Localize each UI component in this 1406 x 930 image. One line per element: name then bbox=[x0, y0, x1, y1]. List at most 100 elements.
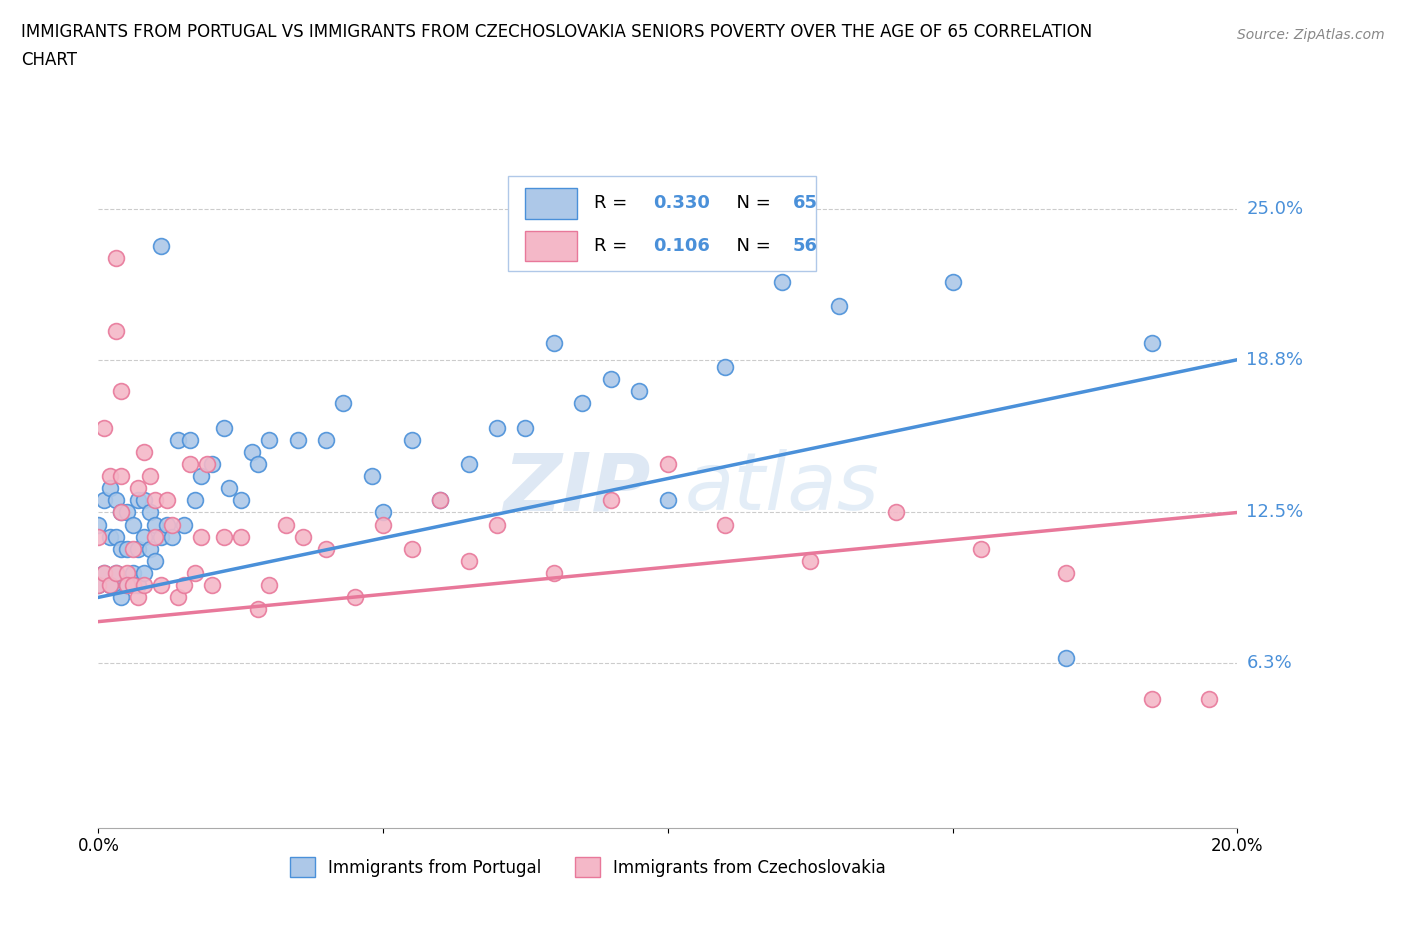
Point bbox=[98, 578, 121, 592]
Point bbox=[156, 517, 179, 532]
Point bbox=[104, 493, 127, 508]
Text: atlas: atlas bbox=[685, 449, 879, 527]
Point bbox=[515, 420, 537, 435]
Point bbox=[145, 553, 167, 568]
Point bbox=[195, 457, 218, 472]
Point bbox=[132, 445, 155, 459]
Point bbox=[150, 238, 173, 253]
Text: 18.8%: 18.8% bbox=[1246, 351, 1303, 368]
Point bbox=[246, 602, 269, 617]
Point bbox=[121, 517, 143, 532]
Point bbox=[156, 493, 179, 508]
Point bbox=[115, 578, 138, 592]
Point bbox=[110, 384, 132, 399]
Point bbox=[315, 541, 337, 556]
Text: 56: 56 bbox=[793, 237, 818, 255]
Point bbox=[259, 578, 281, 592]
Point bbox=[127, 481, 149, 496]
Point bbox=[373, 505, 395, 520]
Point bbox=[190, 469, 212, 484]
Point bbox=[104, 324, 127, 339]
Point bbox=[287, 432, 309, 447]
Point bbox=[115, 565, 138, 580]
Text: ZIP: ZIP bbox=[503, 449, 651, 527]
Point bbox=[179, 432, 201, 447]
Text: Source: ZipAtlas.com: Source: ZipAtlas.com bbox=[1237, 28, 1385, 42]
Point bbox=[543, 336, 565, 351]
Point bbox=[292, 529, 315, 544]
Point bbox=[98, 578, 121, 592]
Point bbox=[201, 578, 224, 592]
Text: IMMIGRANTS FROM PORTUGAL VS IMMIGRANTS FROM CZECHOSLOVAKIA SENIORS POVERTY OVER : IMMIGRANTS FROM PORTUGAL VS IMMIGRANTS F… bbox=[21, 23, 1092, 41]
Point bbox=[373, 517, 395, 532]
Point bbox=[98, 481, 121, 496]
Point bbox=[98, 529, 121, 544]
Point bbox=[127, 590, 149, 604]
Point bbox=[167, 432, 190, 447]
Point bbox=[87, 517, 110, 532]
Text: N =: N = bbox=[725, 237, 776, 255]
Point bbox=[110, 505, 132, 520]
Point bbox=[184, 493, 207, 508]
Text: 12.5%: 12.5% bbox=[1246, 503, 1303, 522]
Point bbox=[87, 578, 110, 592]
Point bbox=[138, 469, 160, 484]
Point bbox=[240, 445, 263, 459]
Point bbox=[87, 578, 110, 592]
Point bbox=[93, 420, 115, 435]
Point bbox=[121, 578, 143, 592]
Point bbox=[127, 578, 149, 592]
Point bbox=[87, 529, 110, 544]
Point bbox=[457, 553, 479, 568]
Point bbox=[132, 565, 155, 580]
Point bbox=[115, 578, 138, 592]
Point bbox=[93, 565, 115, 580]
Point bbox=[127, 493, 149, 508]
Point bbox=[138, 541, 160, 556]
Point bbox=[110, 541, 132, 556]
Point bbox=[212, 420, 235, 435]
Point bbox=[98, 469, 121, 484]
Point bbox=[104, 565, 127, 580]
Point bbox=[259, 432, 281, 447]
Point bbox=[657, 457, 679, 472]
Point bbox=[162, 529, 184, 544]
Point bbox=[401, 541, 423, 556]
Point bbox=[1140, 336, 1163, 351]
Text: 65: 65 bbox=[793, 194, 818, 212]
Point bbox=[132, 493, 155, 508]
Point bbox=[212, 529, 235, 544]
Point bbox=[332, 396, 354, 411]
Point bbox=[201, 457, 224, 472]
Point bbox=[93, 493, 115, 508]
Point bbox=[190, 529, 212, 544]
Point bbox=[110, 469, 132, 484]
Legend: Immigrants from Portugal, Immigrants from Czechoslovakia: Immigrants from Portugal, Immigrants fro… bbox=[284, 850, 893, 883]
Point bbox=[628, 384, 651, 399]
Point bbox=[104, 529, 127, 544]
Point bbox=[121, 565, 143, 580]
Point bbox=[150, 578, 173, 592]
Point bbox=[218, 481, 240, 496]
Point bbox=[110, 590, 132, 604]
Point bbox=[1056, 565, 1078, 580]
Point bbox=[104, 250, 127, 265]
Point bbox=[360, 469, 382, 484]
Point bbox=[884, 505, 907, 520]
Text: 0.330: 0.330 bbox=[652, 194, 710, 212]
Point bbox=[276, 517, 298, 532]
Text: 25.0%: 25.0% bbox=[1246, 201, 1303, 219]
Point bbox=[246, 457, 269, 472]
Point bbox=[184, 565, 207, 580]
Point bbox=[145, 493, 167, 508]
Point bbox=[229, 493, 252, 508]
Point bbox=[150, 529, 173, 544]
Point bbox=[93, 565, 115, 580]
Point bbox=[429, 493, 451, 508]
Text: R =: R = bbox=[593, 194, 633, 212]
Bar bbox=[526, 188, 576, 219]
Point bbox=[162, 517, 184, 532]
Point bbox=[600, 372, 623, 387]
Text: R =: R = bbox=[593, 237, 633, 255]
Point bbox=[714, 517, 737, 532]
